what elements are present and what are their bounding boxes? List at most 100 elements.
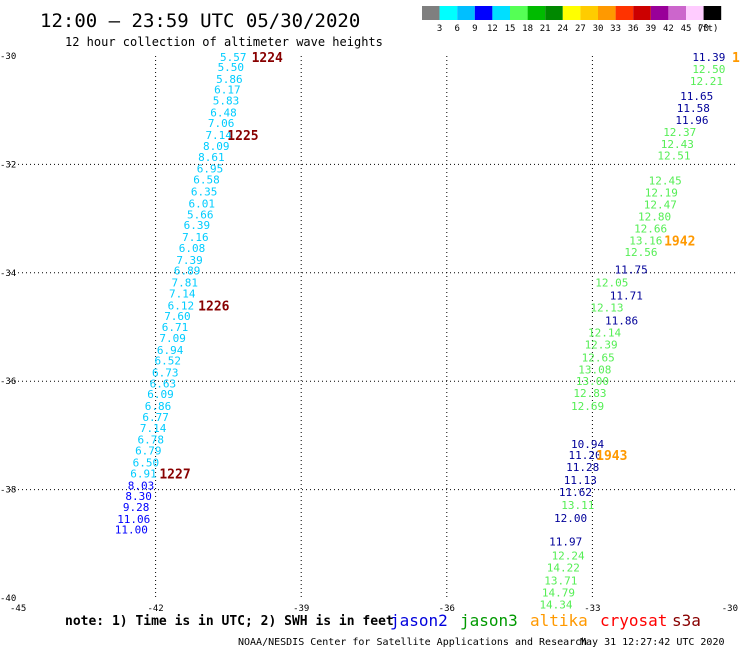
scale-swatch	[686, 6, 704, 20]
scale-swatch	[422, 6, 440, 20]
y-tick-label: -38	[0, 486, 16, 496]
scale-label: 18	[522, 24, 533, 34]
wave-height-label: 12.80	[638, 210, 671, 223]
wave-height-label: 5.50	[218, 61, 245, 74]
wave-height-label: 6.63	[150, 377, 177, 390]
wave-height-label: 12.50	[692, 63, 725, 76]
scale-label: 12	[487, 24, 498, 34]
legend-entry: altika	[530, 611, 588, 630]
wave-height-label: 11.62	[559, 486, 592, 499]
time-label: 1225	[227, 129, 258, 144]
wave-height-label: 7.09	[159, 332, 186, 345]
scale-swatch	[650, 6, 669, 20]
wave-height-label: 6.86	[145, 400, 172, 413]
wave-height-label: 12.47	[644, 199, 677, 212]
scale-label: 45	[681, 24, 692, 34]
wave-height-label: 13.16	[629, 234, 662, 247]
wave-height-label: 14.79	[542, 587, 575, 600]
chart-subtitle: 12 hour collection of altimeter wave hei…	[65, 35, 383, 49]
scale-label: 39	[645, 24, 656, 34]
scale-swatch	[562, 6, 581, 20]
wave-height-label: 6.78	[137, 434, 164, 447]
wave-height-label: 9.28	[123, 501, 150, 514]
scale-label: 21	[540, 24, 551, 34]
wave-height-label: 7.39	[176, 254, 203, 267]
scale-label: 33	[610, 24, 621, 34]
wave-height-label: 12.05	[595, 277, 628, 290]
scale-swatch	[598, 6, 616, 20]
wave-height-label: 8.61	[198, 151, 225, 164]
y-tick-label: -32	[0, 160, 16, 170]
wave-height-label: 13.08	[578, 363, 611, 376]
scale-swatch	[457, 6, 475, 20]
wave-height-label: 13.00	[576, 375, 609, 388]
wave-height-label: 6.58	[193, 174, 220, 187]
grid-lines	[10, 56, 738, 598]
time-label: 1943	[596, 449, 627, 464]
wave-height-label: 12.14	[588, 326, 621, 339]
wave-height-label: 6.73	[152, 367, 179, 380]
wave-height-label: 12.69	[571, 400, 604, 413]
wave-height-label: 12.21	[690, 75, 723, 88]
wave-height-label: 14.22	[547, 562, 580, 575]
scale-label: 6	[454, 24, 459, 34]
wave-height-label: 6.91	[130, 467, 157, 480]
time-labels: 1224 1225 1226 1227 1941 1942 1943	[159, 51, 740, 482]
scale-swatch	[474, 6, 493, 20]
wave-height-label: 11.96	[675, 114, 708, 127]
wave-height-label: 12.43	[661, 138, 694, 151]
scale-swatch	[703, 6, 722, 20]
wave-height-label: 12.19	[645, 187, 678, 200]
scale-label: 27	[575, 24, 586, 34]
scale-label: 15	[505, 24, 516, 34]
wave-height-label: 12.56	[624, 246, 657, 259]
wave-height-label: 13.71	[544, 575, 577, 588]
wave-height-label: 6.79	[135, 445, 162, 458]
scale-swatch	[580, 6, 598, 20]
wave-height-label: 6.48	[210, 106, 237, 119]
data-labels: 5.575.505.866.175.836.487.067.148.098.61…	[115, 51, 726, 612]
x-tick-label: -36	[439, 604, 455, 614]
wave-height-label: 11.97	[549, 536, 582, 549]
time-label: 1224	[252, 51, 283, 66]
scale-swatch	[492, 6, 510, 20]
wave-height-label: 6.39	[184, 219, 211, 232]
wave-height-label: 6.52	[154, 355, 181, 368]
x-tick-label: -42	[147, 604, 163, 614]
wave-height-label: 7.60	[164, 310, 191, 323]
scale-swatch	[615, 6, 634, 20]
footer-credit: NOAA/NESDIS Center for Satellite Applica…	[238, 637, 587, 648]
scale-swatch	[510, 6, 528, 20]
wave-height-label: 12.66	[634, 222, 667, 235]
wave-height-label: 6.17	[214, 84, 241, 97]
wave-height-label: 6.12	[168, 299, 195, 312]
scale-label: 3	[437, 24, 442, 34]
wave-height-label: 11.71	[610, 290, 643, 303]
wave-height-label: 12.45	[649, 175, 682, 188]
time-label: 1941	[732, 51, 740, 66]
wave-height-label: 11.58	[677, 102, 710, 115]
legend-entry: jason3	[460, 611, 518, 630]
footer-note: note: 1) Time is in UTC; 2) SWH is in fe…	[65, 614, 394, 629]
wave-height-label: 7.14	[205, 129, 232, 142]
wave-height-label: 7.14	[169, 287, 196, 300]
scale-label: 24	[557, 24, 568, 34]
wave-height-label: 11.65	[680, 90, 713, 103]
wave-height-label: 11.28	[566, 461, 599, 474]
wave-height-label: 7.14	[140, 422, 167, 435]
footer-timestamp: May 31 12:27:42 UTC 2020	[580, 637, 725, 648]
wave-height-label: 7.06	[208, 117, 235, 130]
x-tick-label: -45	[10, 604, 26, 614]
x-tick-label: -30	[722, 604, 738, 614]
time-label: 1942	[664, 234, 695, 249]
wave-height-label: 14.34	[539, 599, 572, 612]
y-tick-label: -40	[0, 594, 16, 604]
wave-height-label: 5.83	[213, 94, 240, 107]
wave-height-label: 6.71	[162, 321, 189, 334]
wave-height-label: 6.35	[191, 186, 218, 199]
scale-swatch	[633, 6, 651, 20]
scale-label: 9	[472, 24, 477, 34]
wave-height-label: 11.20	[569, 449, 602, 462]
x-tick-label: -33	[584, 604, 600, 614]
